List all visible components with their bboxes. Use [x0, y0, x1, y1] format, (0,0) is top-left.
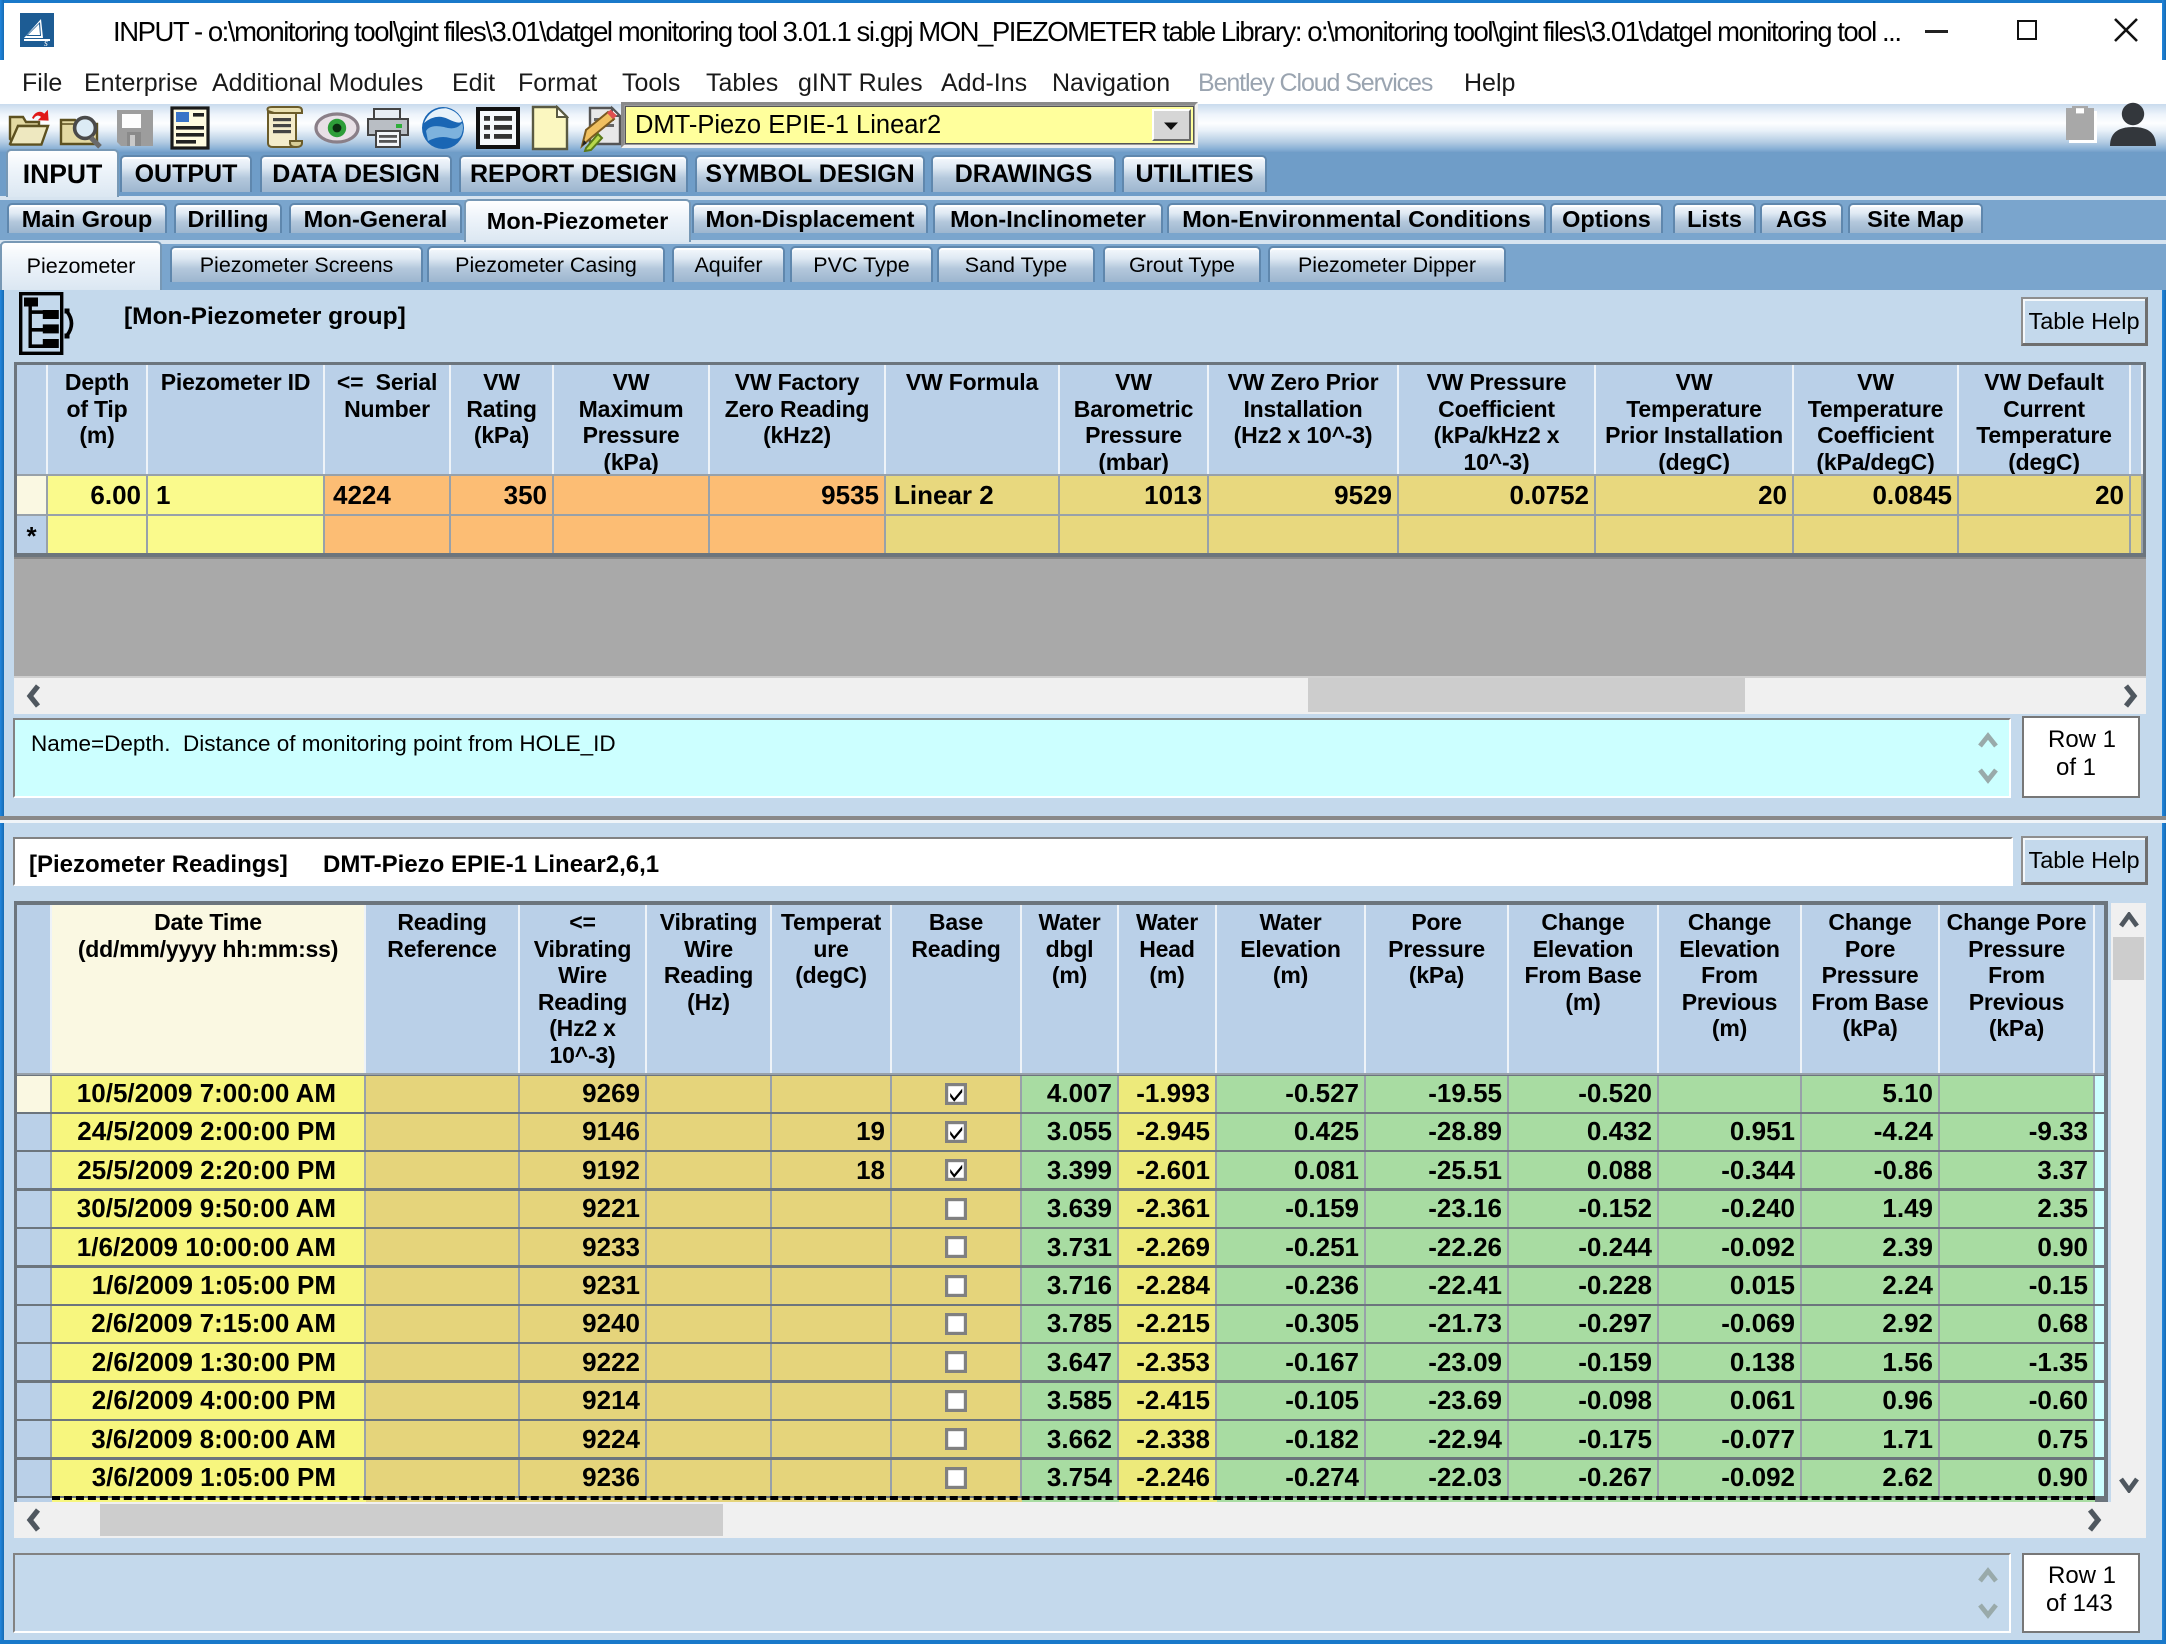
svg-text:s: s — [44, 38, 48, 47]
